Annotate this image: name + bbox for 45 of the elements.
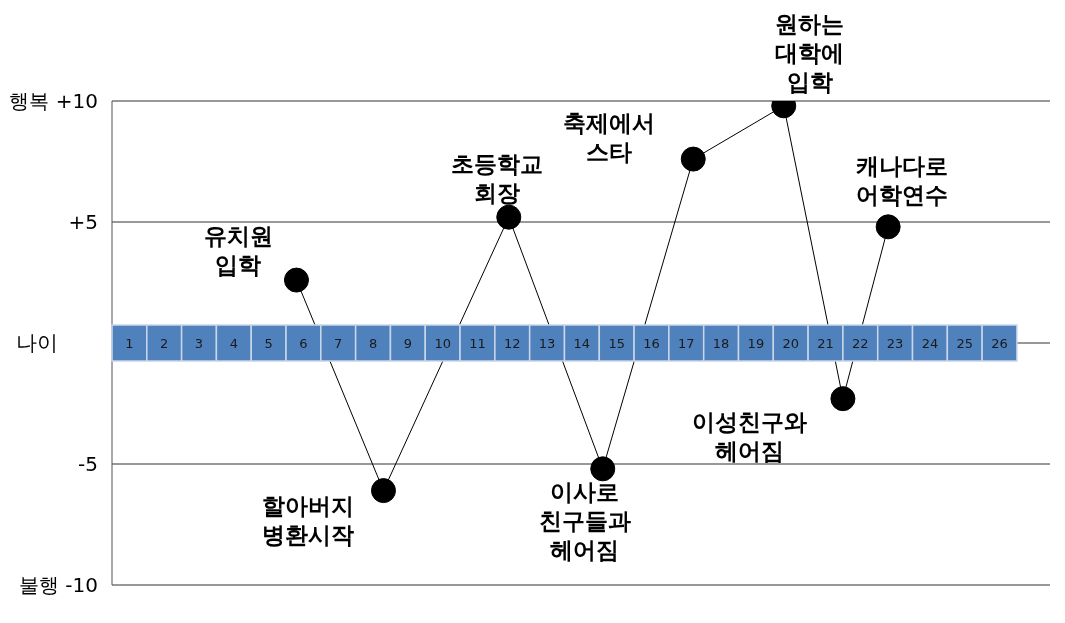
x-tick-label: 22 [852,336,869,351]
x-tick-label: 16 [643,336,660,351]
point [496,204,522,230]
x-tick-label: 26 [991,336,1008,351]
x-tick-label: 21 [817,336,834,351]
x-tick-label: 20 [782,336,799,351]
x-tick-label: 14 [573,336,591,351]
annotation: 이성친구와 헤어짐 [691,407,809,466]
x-tick-label: 17 [678,336,695,351]
x-tick-label: 2 [160,336,169,351]
y-tick-label: +5 [68,210,98,234]
annotation: 할아버지 병환시작 [261,491,356,550]
x-tick-label: 23 [886,336,904,351]
annotation: 초등학교 회장 [449,150,544,209]
x-tick-label: 18 [712,336,730,351]
annotation: 캐나다로 어학연수 [855,151,950,210]
point [590,456,616,482]
x-tick-label: 19 [747,336,765,351]
x-tick-label: 3 [194,336,204,351]
point [830,386,856,412]
x-tick-label: 6 [299,336,308,351]
point [680,146,706,172]
x-tick-label: 5 [264,336,273,351]
x-tick-label: 13 [538,336,556,351]
x-tick-label: 24 [921,336,939,351]
x-tick-label: 7 [334,336,343,351]
x-tick-label: 9 [403,336,412,351]
point [370,478,396,504]
y-tick-label: 행복 +10 [9,89,98,113]
annotation: 원하는 대학에 입학 [774,9,846,97]
x-tick-label: 1 [125,336,134,351]
point [875,214,901,240]
x-axis-title: 나이 [16,330,58,357]
x-tick-label: 15 [608,336,625,351]
x-tick-label: 10 [434,336,451,351]
x-tick-label: 12 [503,336,521,351]
x-tick-label: 4 [229,336,238,351]
y-tick-label: -5 [78,452,98,476]
x-tick-label: 25 [956,336,973,351]
annotation: 이사로 친구들과 헤어짐 [537,477,632,565]
x-tick-label: 11 [469,336,486,351]
y-tick-label: 불행 -10 [18,573,98,597]
x-tick-label: 8 [368,336,378,351]
annotation: 유치원 입학 [202,222,274,281]
point [283,267,309,293]
